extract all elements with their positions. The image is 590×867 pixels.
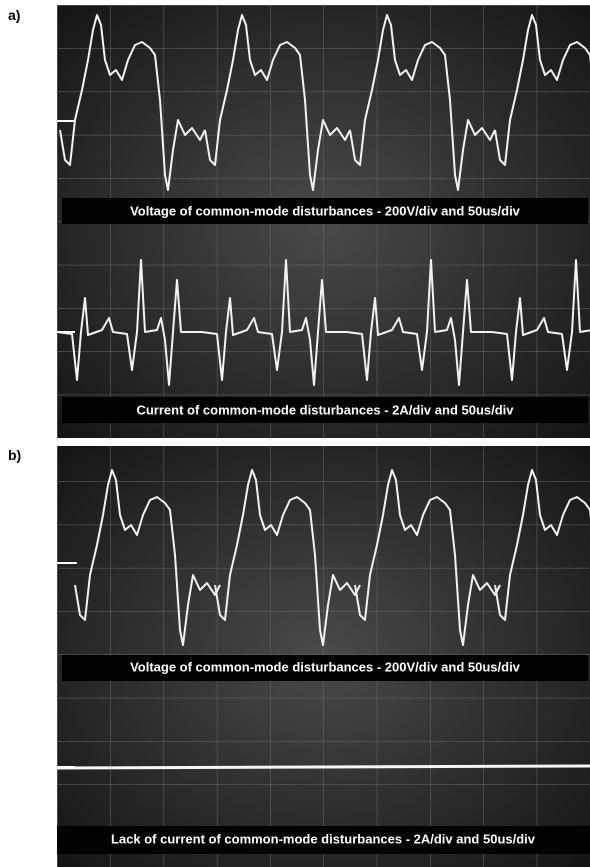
caption: Current of common-mode disturbances - 2A… <box>136 402 514 417</box>
panel-label: b) <box>8 447 21 463</box>
panel-label: a) <box>8 7 20 23</box>
caption-box <box>62 655 588 681</box>
caption-box <box>62 397 588 423</box>
caption: Voltage of common-mode disturbances - 20… <box>130 203 521 218</box>
scope-b <box>57 446 590 867</box>
current-trace <box>57 764 590 770</box>
scope-a <box>57 5 590 438</box>
caption: Voltage of common-mode disturbances - 20… <box>130 659 521 674</box>
caption-box <box>62 198 588 224</box>
caption-box <box>57 826 590 854</box>
caption: Lack of current of common-mode disturban… <box>111 831 536 846</box>
